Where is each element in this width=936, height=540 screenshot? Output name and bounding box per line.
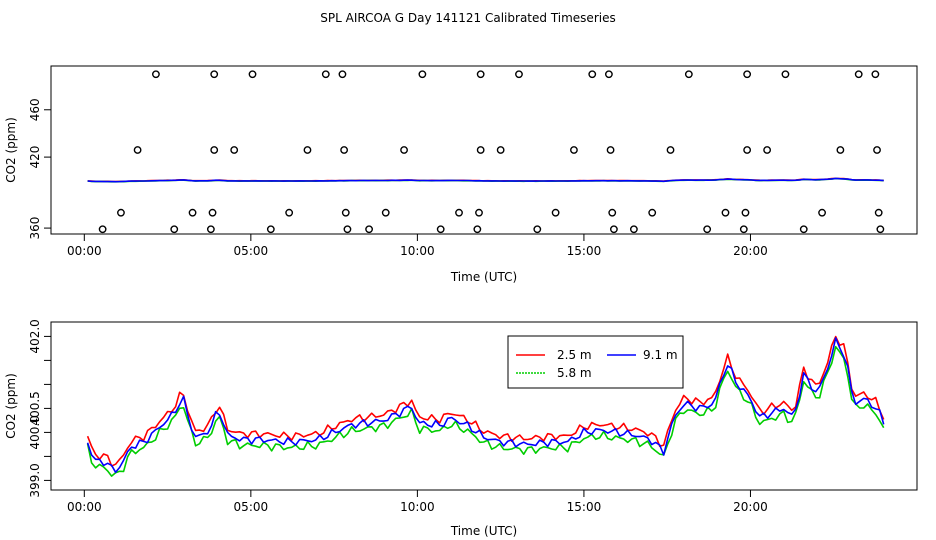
flag-point bbox=[473, 225, 482, 234]
flag-point bbox=[570, 146, 578, 154]
flag-point bbox=[610, 225, 618, 234]
bottom-x-axis-label: Time (UTC) bbox=[450, 524, 517, 538]
flag-point bbox=[400, 146, 408, 154]
legend-label-5-8m: 5.8 m bbox=[557, 366, 592, 380]
flag-point bbox=[436, 225, 445, 234]
top-x-tick-label: 05:00 bbox=[234, 244, 269, 258]
flag-point bbox=[206, 225, 215, 234]
bottom-y-tick-label: 399.0 bbox=[28, 463, 42, 497]
top-x-tick-label: 15:00 bbox=[567, 244, 602, 258]
flag-point bbox=[836, 146, 845, 154]
flag-point bbox=[741, 208, 750, 217]
flag-point bbox=[210, 146, 219, 154]
flag-point bbox=[418, 70, 427, 79]
flag-point bbox=[629, 225, 638, 234]
flag-point bbox=[188, 208, 197, 217]
legend-label-9-1m: 9.1 m bbox=[643, 348, 678, 362]
flag-point bbox=[515, 70, 523, 79]
flag-point bbox=[876, 225, 885, 234]
bottom-x-tick-label: 15:00 bbox=[567, 500, 602, 514]
top-x-tick-label: 20:00 bbox=[733, 244, 768, 258]
top-y-axis-label: CO2 (ppm) bbox=[4, 117, 18, 183]
flag-point bbox=[210, 70, 219, 79]
flag-point bbox=[743, 70, 752, 79]
flag-point bbox=[152, 70, 160, 79]
flag-point bbox=[340, 146, 349, 154]
flag-point bbox=[854, 70, 863, 79]
flag-point bbox=[781, 70, 790, 79]
flag-point bbox=[338, 70, 347, 79]
bottom-y-tick-label: 402.0 bbox=[28, 319, 42, 353]
flag-point bbox=[721, 208, 730, 217]
flag-point bbox=[871, 70, 880, 79]
flag-point bbox=[476, 146, 485, 154]
top-y-tick-label: 360 bbox=[28, 217, 42, 240]
series-line-2-5-m bbox=[86, 335, 885, 467]
top-x-tick-label: 00:00 bbox=[67, 244, 102, 258]
series-line-5-8-m bbox=[86, 345, 885, 477]
flag-point bbox=[266, 225, 275, 234]
flag-point bbox=[303, 146, 312, 154]
flag-point bbox=[170, 225, 179, 234]
legend: 2.5 m 5.8 m 9.1 m bbox=[507, 335, 684, 389]
flag-point bbox=[365, 225, 373, 234]
bottom-y-tick-label: 400.5 bbox=[28, 391, 42, 425]
top-x-tick-label: 10:00 bbox=[400, 244, 435, 258]
legend-box bbox=[507, 335, 684, 389]
series-line-9-1-m bbox=[86, 337, 885, 474]
flag-point bbox=[743, 146, 752, 154]
bottom-panel-frame bbox=[50, 321, 918, 491]
flag-point bbox=[608, 208, 617, 217]
flag-point bbox=[248, 70, 257, 79]
flag-point bbox=[739, 225, 748, 234]
flag-point bbox=[533, 225, 542, 234]
flag-point bbox=[341, 208, 350, 217]
flag-point bbox=[648, 208, 657, 217]
top-series-line-9-1-m bbox=[87, 177, 884, 183]
flag-point bbox=[606, 146, 615, 154]
chart-title: SPL AIRCOA G Day 141121 Calibrated Times… bbox=[320, 11, 615, 25]
bottom-x-tick-label: 05:00 bbox=[234, 500, 269, 514]
flag-point bbox=[551, 208, 560, 217]
top-x-axis-label: Time (UTC) bbox=[450, 270, 517, 284]
flag-point bbox=[763, 146, 772, 154]
flag-point bbox=[496, 146, 505, 154]
flag-point bbox=[476, 70, 485, 79]
flag-point bbox=[285, 208, 294, 217]
flag-point bbox=[799, 225, 808, 234]
flag-point bbox=[684, 70, 693, 79]
flag-point bbox=[666, 146, 675, 154]
flag-point bbox=[98, 225, 107, 234]
top-panel: Time (UTC) CO2 (ppm) 00:00 05:00 10:00 15:0… bbox=[4, 65, 918, 284]
flag-point bbox=[588, 70, 597, 79]
top-y-tick-label: 420 bbox=[28, 146, 42, 169]
flag-point bbox=[230, 146, 239, 154]
flag-point bbox=[475, 208, 483, 217]
flag-point bbox=[703, 225, 712, 234]
top-panel-frame bbox=[50, 65, 918, 235]
flag-point bbox=[818, 208, 826, 217]
bottom-x-tick-label: 10:00 bbox=[400, 500, 435, 514]
bottom-y-axis-label: CO2 (ppm) bbox=[4, 373, 18, 439]
flag-point bbox=[874, 208, 883, 217]
flag-point bbox=[208, 208, 217, 217]
legend-label-2-5m: 2.5 m bbox=[557, 348, 592, 362]
bottom-x-tick-label: 00:00 bbox=[67, 500, 102, 514]
flag-point bbox=[381, 208, 390, 217]
bottom-panel: Time (UTC) CO2 (ppm) 00:00 05:00 10:00 15:0… bbox=[4, 319, 918, 538]
flag-point bbox=[321, 70, 330, 79]
flag-point bbox=[117, 208, 125, 217]
flag-point bbox=[605, 70, 613, 79]
bottom-y-tick-label: 400.0 bbox=[28, 415, 42, 449]
flag-point bbox=[873, 146, 881, 154]
bottom-x-tick-label: 20:00 bbox=[733, 500, 768, 514]
flag-point bbox=[343, 225, 352, 234]
top-y-tick-label: 460 bbox=[28, 98, 42, 121]
flag-point bbox=[133, 146, 142, 154]
flag-point bbox=[455, 208, 463, 217]
